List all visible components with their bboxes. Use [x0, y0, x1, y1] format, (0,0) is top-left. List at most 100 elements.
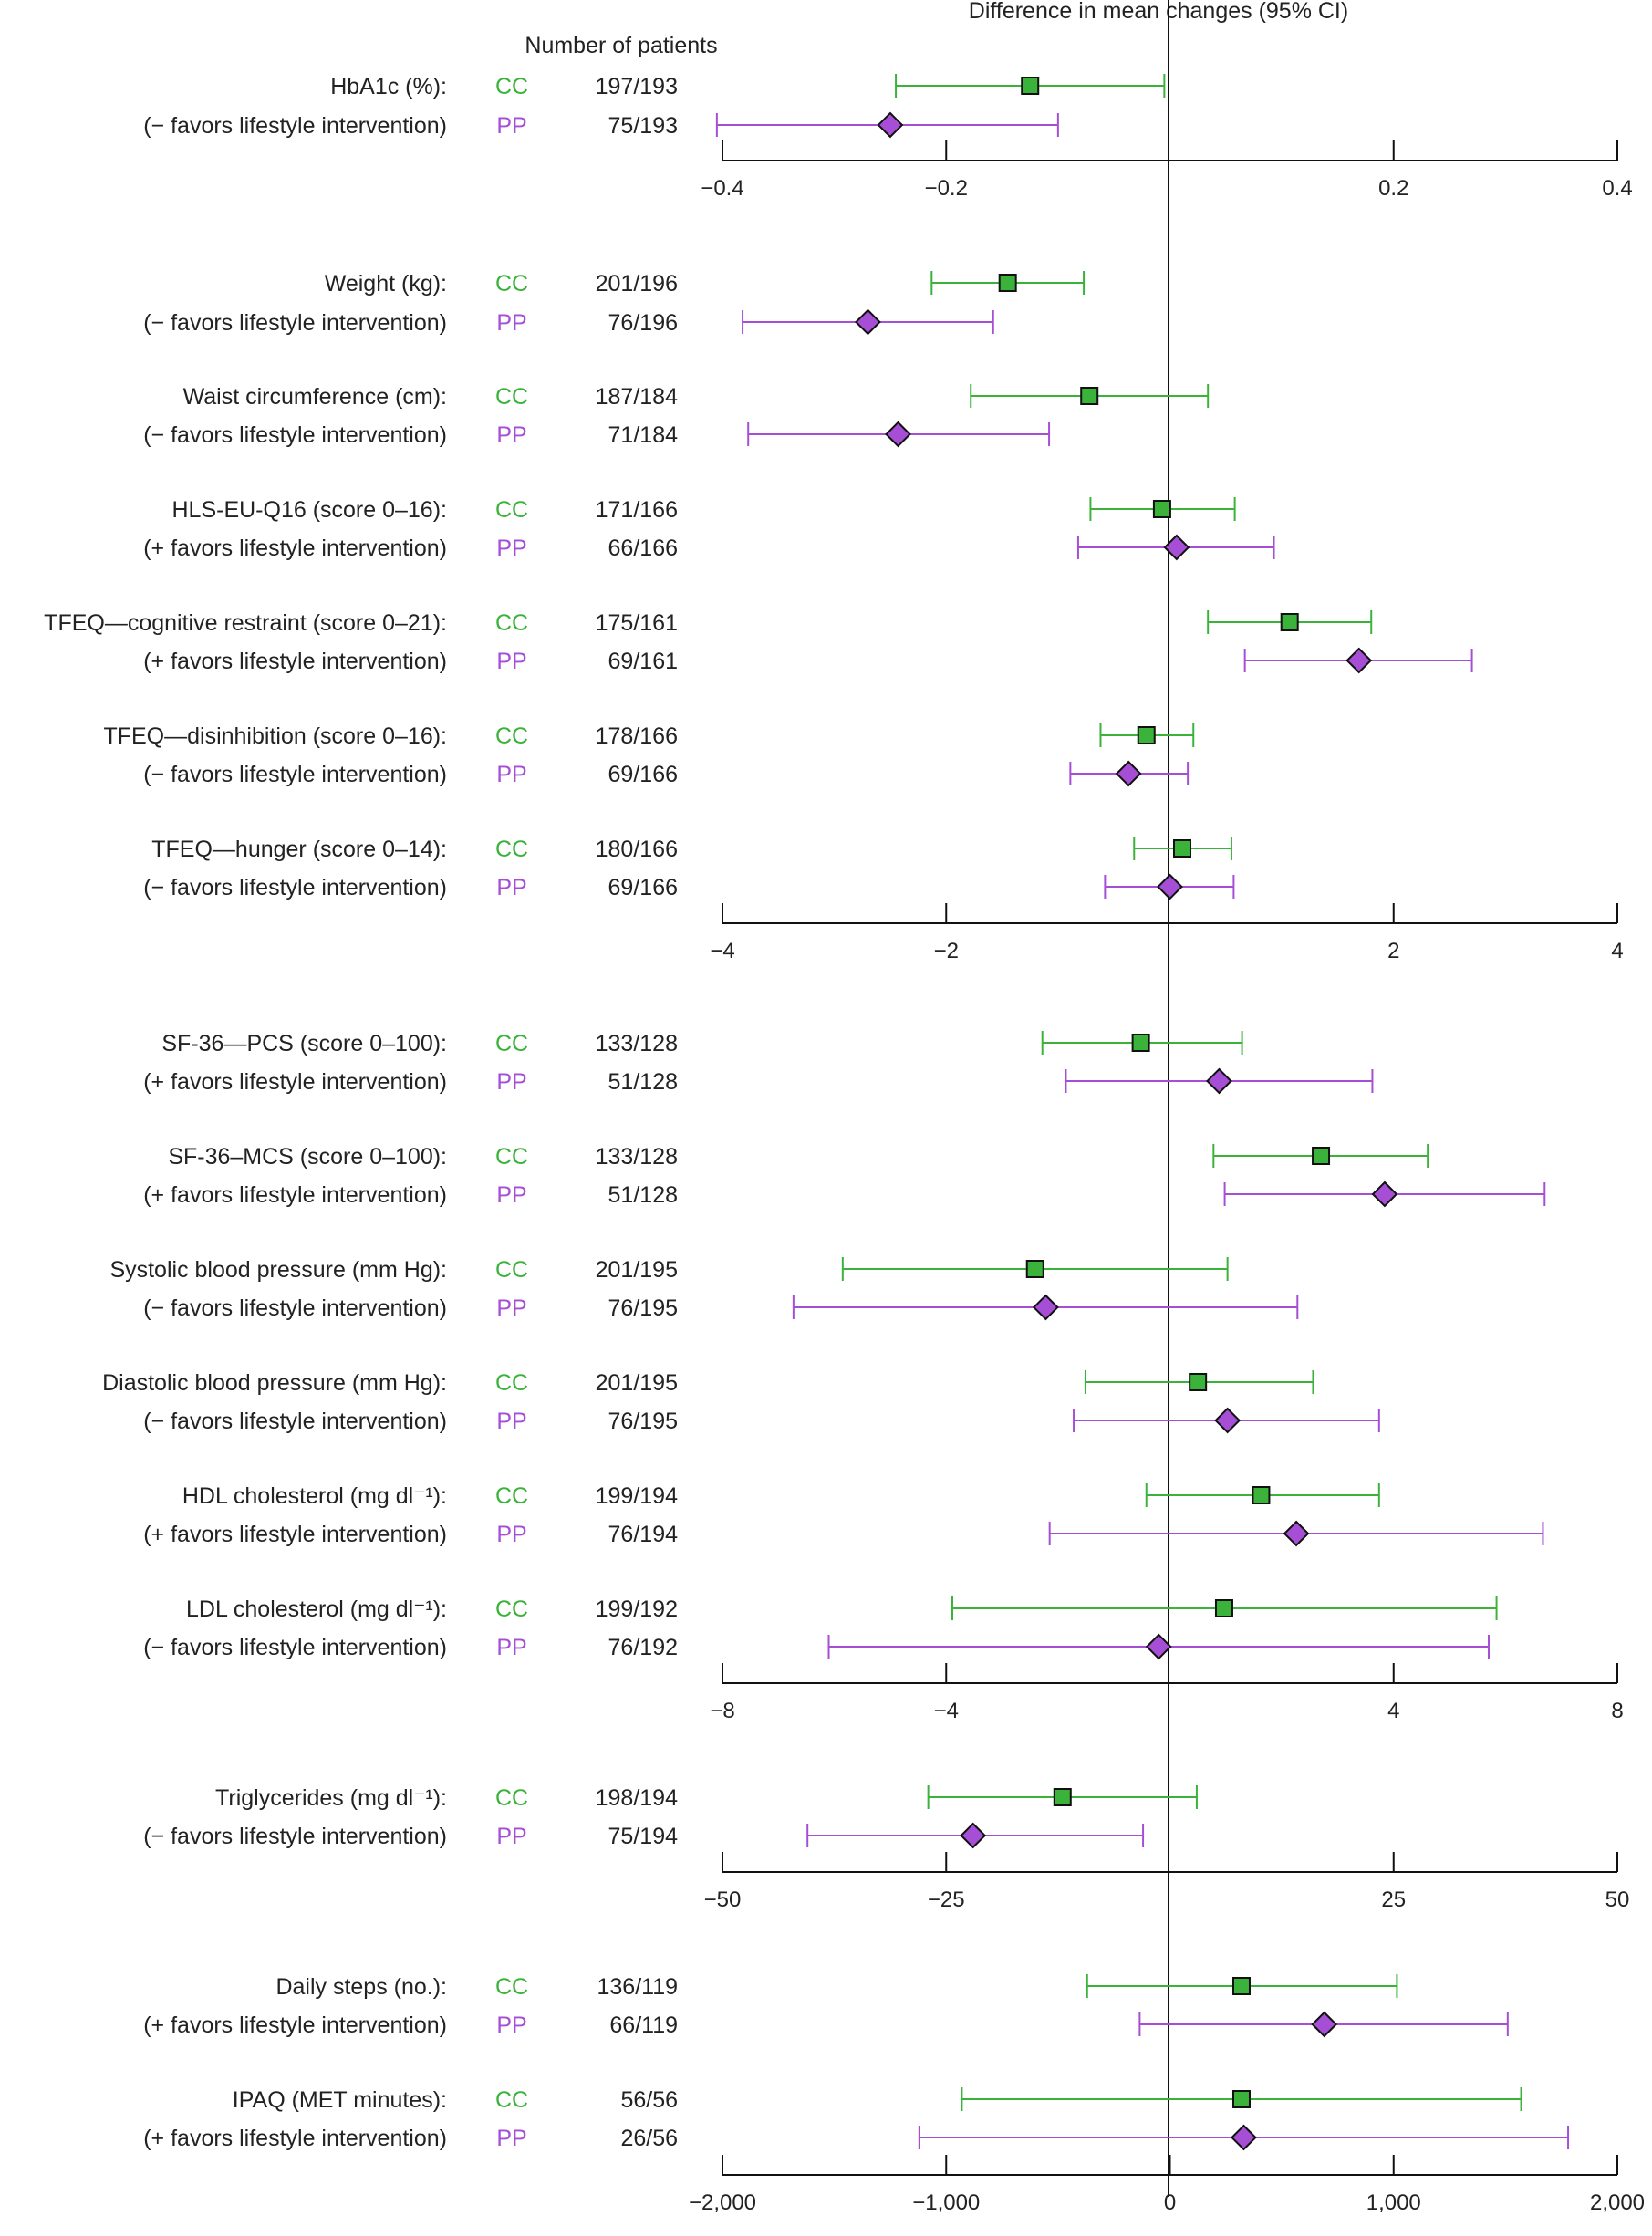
- group-label: CC: [495, 1370, 528, 1396]
- estimate-marker-diamond: [1163, 534, 1190, 561]
- group-label: CC: [495, 384, 528, 410]
- row-label: (− favors lifestyle intervention): [143, 762, 447, 787]
- x-tick-label: −0.4: [701, 176, 743, 201]
- row-label: Daily steps (no.):: [275, 1974, 447, 2000]
- patient-count: 69/161: [608, 649, 678, 674]
- x-tick-label: −2: [934, 939, 959, 963]
- row-label: TFEQ—cognitive restraint (score 0–21):: [44, 610, 447, 636]
- estimate-marker-diamond: [854, 308, 881, 336]
- group-label: PP: [496, 649, 526, 674]
- estimate-marker-diamond: [1231, 2124, 1257, 2151]
- row-label: (+ favors lifestyle intervention): [143, 1182, 447, 1208]
- patient-count: 51/128: [608, 1182, 678, 1208]
- row-label: HbA1c (%):: [330, 74, 447, 99]
- row-label: (+ favors lifestyle intervention): [143, 2126, 447, 2151]
- row-label: (+ favors lifestyle intervention): [143, 1069, 447, 1095]
- group-label: CC: [495, 610, 528, 636]
- group-label: PP: [496, 113, 526, 139]
- group-label: CC: [495, 1785, 528, 1811]
- group-label: PP: [496, 1635, 526, 1660]
- row-label: (− favors lifestyle intervention): [143, 113, 447, 139]
- patient-count: 187/184: [596, 384, 678, 410]
- group-label: PP: [496, 762, 526, 787]
- estimate-marker-diamond: [1214, 1407, 1242, 1434]
- estimate-marker-square: [998, 274, 1017, 292]
- group-label: PP: [496, 2012, 526, 2038]
- row-label: (− favors lifestyle intervention): [143, 422, 447, 448]
- x-tick-label: −50: [704, 1888, 742, 1912]
- row-label: Diastolic blood pressure (mm Hg):: [102, 1370, 447, 1396]
- row-label: IPAQ (MET minutes):: [233, 2087, 447, 2113]
- estimate-marker-square: [1252, 1486, 1271, 1504]
- patient-count: 198/194: [596, 1785, 678, 1811]
- estimate-marker-square: [1231, 2090, 1251, 2108]
- group-label: CC: [495, 1031, 528, 1056]
- estimate-marker-square: [1214, 1599, 1233, 1617]
- estimate-marker-square: [1053, 1788, 1072, 1806]
- patient-count: 178/166: [596, 723, 678, 749]
- x-tick-label: −25: [928, 1888, 965, 1912]
- patient-count: 75/193: [608, 113, 678, 139]
- patient-count: 199/194: [596, 1483, 678, 1509]
- x-tick-label: 4: [1387, 1699, 1399, 1723]
- estimate-marker-diamond: [1311, 2011, 1338, 2038]
- group-label: PP: [496, 1182, 526, 1208]
- row-label: (− favors lifestyle intervention): [143, 310, 447, 336]
- patient-count: 56/56: [620, 2087, 678, 2113]
- row-label: TFEQ—hunger (score 0–14):: [151, 837, 447, 862]
- group-label: PP: [496, 536, 526, 561]
- estimate-marker-diamond: [1206, 1067, 1232, 1095]
- group-label: PP: [496, 1522, 526, 1547]
- group-label: CC: [495, 1144, 528, 1170]
- row-label: (− favors lifestyle intervention): [143, 875, 447, 900]
- patient-count: 66/119: [609, 2012, 678, 2038]
- patient-count: 171/166: [596, 497, 678, 523]
- estimate-marker-diamond: [885, 421, 911, 448]
- estimate-marker-diamond: [960, 1822, 987, 1849]
- x-tick-label: −1,000: [912, 2190, 980, 2215]
- patient-count: 197/193: [596, 74, 678, 99]
- x-tick-label: 1,000: [1366, 2190, 1421, 2215]
- forest-panel: Weight (kg): CC 201/196 (− favors lifestyle…: [44, 271, 1624, 963]
- patient-count: 199/192: [596, 1596, 678, 1622]
- estimate-marker-square: [1080, 387, 1099, 405]
- x-tick-label: 0.2: [1378, 176, 1408, 201]
- estimate-marker-diamond: [1345, 647, 1373, 674]
- patient-count: 133/128: [596, 1031, 678, 1056]
- group-label: PP: [496, 1824, 526, 1849]
- patient-count: 66/166: [608, 536, 678, 561]
- patient-count: 76/196: [608, 310, 678, 336]
- row-label: (− favors lifestyle intervention): [143, 1295, 447, 1321]
- patient-count: 136/119: [597, 1974, 678, 2000]
- forest-panel: Daily steps (no.): CC 136/119 (+ favors lif…: [143, 1974, 1645, 2215]
- patient-count: 76/195: [608, 1295, 678, 1321]
- group-label: CC: [495, 837, 528, 862]
- difference-in-mean-changes-header: Difference in mean changes (95% CI): [969, 0, 1348, 24]
- forest-panels: HbA1c (%): CC 197/193 (− favors lifestyle i…: [44, 74, 1645, 2215]
- x-tick-label: 0.4: [1602, 176, 1632, 201]
- group-label: PP: [496, 2126, 526, 2151]
- row-label: (− favors lifestyle intervention): [143, 1824, 447, 1849]
- x-tick-label: 0: [1164, 2190, 1176, 2215]
- group-label: PP: [496, 1069, 526, 1095]
- forest-panel: Triglycerides (mg dl⁻¹): CC 198/194 (− favo…: [143, 1785, 1629, 1912]
- estimate-marker-diamond: [1157, 873, 1183, 900]
- estimate-marker-diamond: [1115, 760, 1142, 787]
- group-label: CC: [495, 723, 528, 749]
- patient-count: 180/166: [596, 837, 678, 862]
- patient-count: 76/192: [608, 1635, 678, 1660]
- patient-count: 76/194: [608, 1522, 679, 1547]
- patient-count: 201/196: [596, 271, 678, 296]
- group-label: CC: [495, 497, 528, 523]
- estimate-marker-square: [1137, 726, 1156, 744]
- row-label: SF-36–MCS (score 0–100):: [168, 1144, 447, 1170]
- estimate-marker-square: [1280, 613, 1299, 631]
- row-label: Systolic blood pressure (mm Hg):: [109, 1257, 447, 1283]
- patient-count: 201/195: [596, 1257, 678, 1283]
- patient-count: 69/166: [608, 875, 678, 900]
- row-label: (+ favors lifestyle intervention): [143, 536, 447, 561]
- row-label: (− favors lifestyle intervention): [143, 1409, 447, 1434]
- patient-count: 76/195: [608, 1409, 678, 1434]
- estimate-marker-diamond: [1032, 1294, 1059, 1321]
- x-tick-label: 50: [1605, 1888, 1630, 1912]
